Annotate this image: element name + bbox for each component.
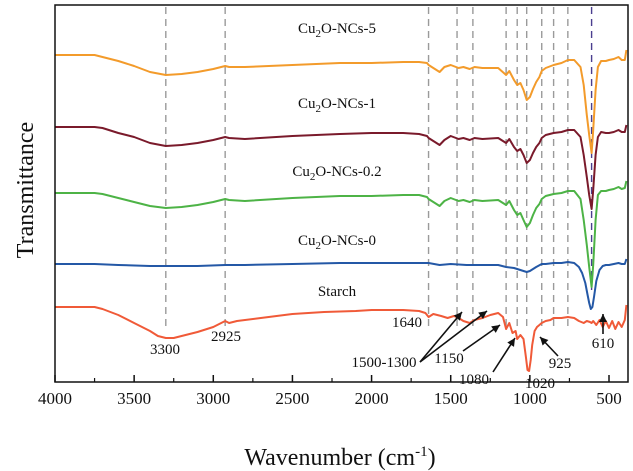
annotation-label: 1500-1300 <box>352 355 417 371</box>
x-axis-title: Wavenumber (cm-1) <box>244 444 435 471</box>
annotation-label: 610 <box>592 336 615 352</box>
series-labels: Cu2O-NCs-5 Cu2O-NCs-1 Cu2O-NCs-0.2 Cu2O-NCs… <box>292 21 381 300</box>
x-tick-label: 500 <box>596 389 622 408</box>
series-line-Starch <box>55 304 628 372</box>
x-tick-label: 1500 <box>434 389 468 408</box>
x-axis-ticks: 4000 3500 3000 2500 2000 1500 1000 500 <box>38 375 622 408</box>
annotation-label: 3300 <box>150 342 180 358</box>
annotation-arrow <box>419 310 488 363</box>
series-line-Cu2O-NCs-0.2 <box>55 180 628 288</box>
annotation-label: 925 <box>549 356 572 372</box>
series-label: Cu2O-NCs-0.2 <box>292 164 381 183</box>
series-line-Cu2O-NCs-0 <box>55 258 628 310</box>
arrowhead <box>540 337 549 346</box>
x-tick-label: 2000 <box>355 389 389 408</box>
y-axis-title: Transmittance <box>13 122 39 258</box>
x-tick-label: 4000 <box>38 389 72 408</box>
series-label: Cu2O-NCs-5 <box>298 21 376 40</box>
annotation-label: 1640 <box>392 315 422 331</box>
arrowhead <box>453 312 462 321</box>
series-layer <box>55 49 628 372</box>
series-line-Cu2O-NCs-1 <box>55 124 628 210</box>
x-tick-label: 3000 <box>196 389 230 408</box>
annotation-label: 2925 <box>211 329 241 345</box>
arrowhead <box>507 338 515 347</box>
plot-frame <box>54 4 629 383</box>
series-line-Cu2O-NCs-5 <box>55 49 628 154</box>
annotation-label: 1080 <box>459 372 489 388</box>
series-label: Cu2O-NCs-1 <box>298 96 376 115</box>
x-tick-label: 3500 <box>117 389 151 408</box>
annotations: 3300 2925 1640 1500-1300 1150 1080 1020 925 610 <box>150 310 615 392</box>
arrowhead <box>491 325 500 333</box>
annotation-arrow <box>419 311 463 363</box>
arrowhead <box>599 314 607 322</box>
x-tick-label: 1000 <box>513 389 547 408</box>
x-tick-label: 2500 <box>275 389 309 408</box>
series-label: Cu2O-NCs-0 <box>298 233 376 252</box>
annotation-label: 1150 <box>434 351 463 367</box>
series-label: Starch <box>318 284 357 300</box>
annotation-label: 1020 <box>525 376 555 392</box>
arrowhead <box>478 311 487 320</box>
